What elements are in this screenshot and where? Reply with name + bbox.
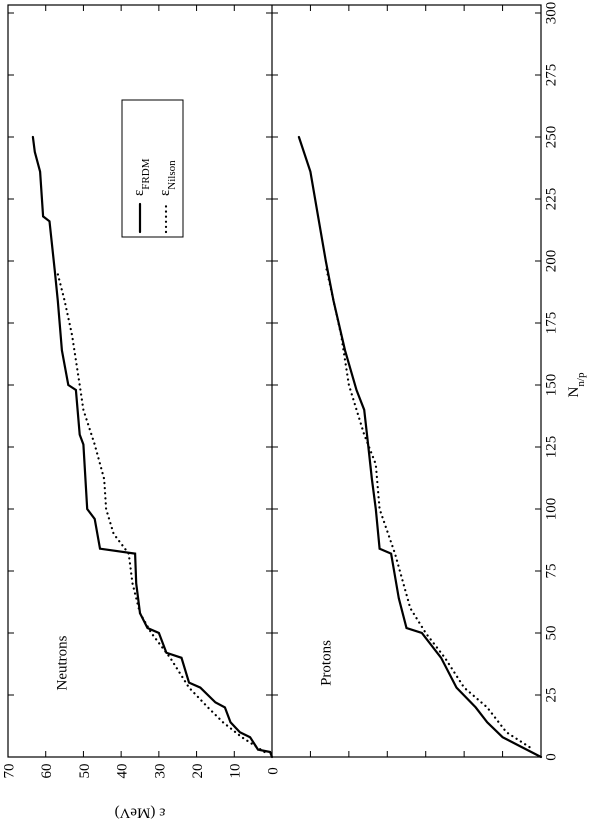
y-tick-label: 60 [39,764,55,779]
legend-label: εNilson [157,160,177,196]
panel-title: Neutrons [54,635,70,690]
data-line [55,269,266,754]
data-line [297,135,543,759]
x-axis-label: Nn/p [566,372,586,397]
y-tick-label: 40 [115,764,131,779]
panel-title: Protons [318,640,334,686]
x-tick-label: 300 [543,2,559,25]
y-tick-label: 70 [1,764,17,779]
legend-box [121,99,184,238]
x-tick-label: 50 [543,626,559,641]
x-tick-label: 75 [543,564,559,579]
x-tick-label: 25 [543,688,559,703]
x-tick-label: 225 [543,188,559,211]
x-tick-label: 150 [543,374,559,397]
x-tick-label: 250 [543,126,559,149]
y-tick-label: 30 [152,764,168,779]
y-tick-label: 50 [77,764,93,779]
x-tick-label: 200 [543,250,559,273]
x-tick-label: 100 [543,498,559,521]
legend-label: εFRDM [131,158,151,196]
y-axis-label: ε (MeV) [115,805,166,821]
data-line [31,135,274,759]
x-tick-label: 125 [543,436,559,459]
y-tick-label: 10 [228,764,244,779]
y-tick-label: 0 [265,767,281,775]
data-line [324,264,531,749]
plot-frame [7,4,542,758]
x-tick-label: 175 [543,312,559,335]
x-tick-label: 275 [543,64,559,87]
y-tick-label: 20 [190,764,206,779]
x-tick-label: 0 [543,753,559,761]
